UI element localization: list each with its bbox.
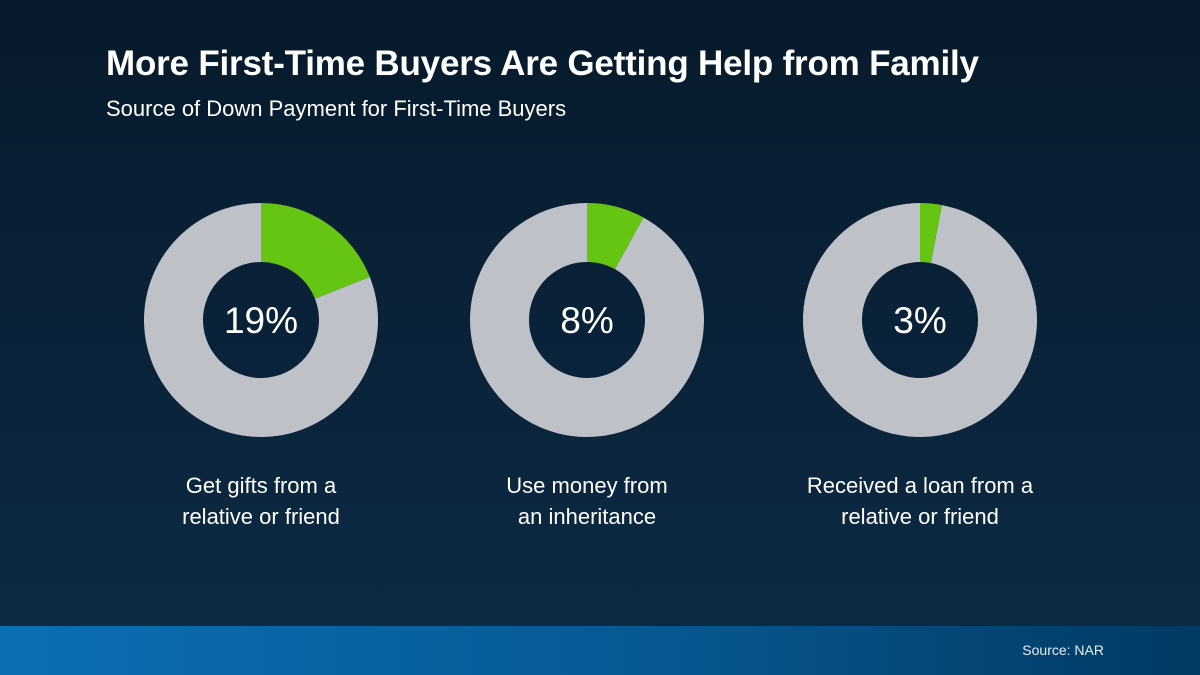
chart-title: More First-Time Buyers Are Getting Help … — [106, 44, 979, 83]
label-line: Use money from — [506, 473, 668, 498]
donut-label-gifts: Get gifts from a relative or friend — [111, 470, 411, 532]
donut-slice-value — [920, 203, 942, 264]
label-line: relative or friend — [182, 504, 340, 529]
donut-chart-gifts: 19% — [144, 203, 379, 437]
donut-slice-value — [587, 203, 644, 270]
label-line: Received a loan from a — [806, 473, 1034, 498]
donut-value-label: 3% — [893, 300, 946, 341]
donut-value-label: 19% — [224, 300, 298, 341]
chart-subtitle: Source of Down Payment for First-Time Bu… — [106, 96, 567, 121]
donut-label-loan: Received a loan from a relative or frien… — [770, 470, 1070, 532]
label-line: an inheritance — [517, 504, 657, 529]
donut-chart-inheritance: 8% — [470, 203, 704, 437]
label-line: Get gifts from a — [185, 473, 337, 498]
donut-slice-value — [261, 203, 370, 299]
source-note: Source: NAR — [1022, 642, 1104, 658]
donut-slice-remainder — [470, 203, 704, 437]
donut-value-label: 8% — [560, 300, 613, 341]
donut-slice-remainder — [803, 203, 1037, 437]
donut-chart-loan: 3% — [803, 203, 1037, 437]
footer-bar: Source: NAR — [0, 626, 1200, 675]
label-line: relative or friend — [841, 504, 999, 529]
donut-label-inheritance: Use money from an inheritance — [437, 470, 737, 532]
donut-slice-remainder — [144, 203, 379, 437]
